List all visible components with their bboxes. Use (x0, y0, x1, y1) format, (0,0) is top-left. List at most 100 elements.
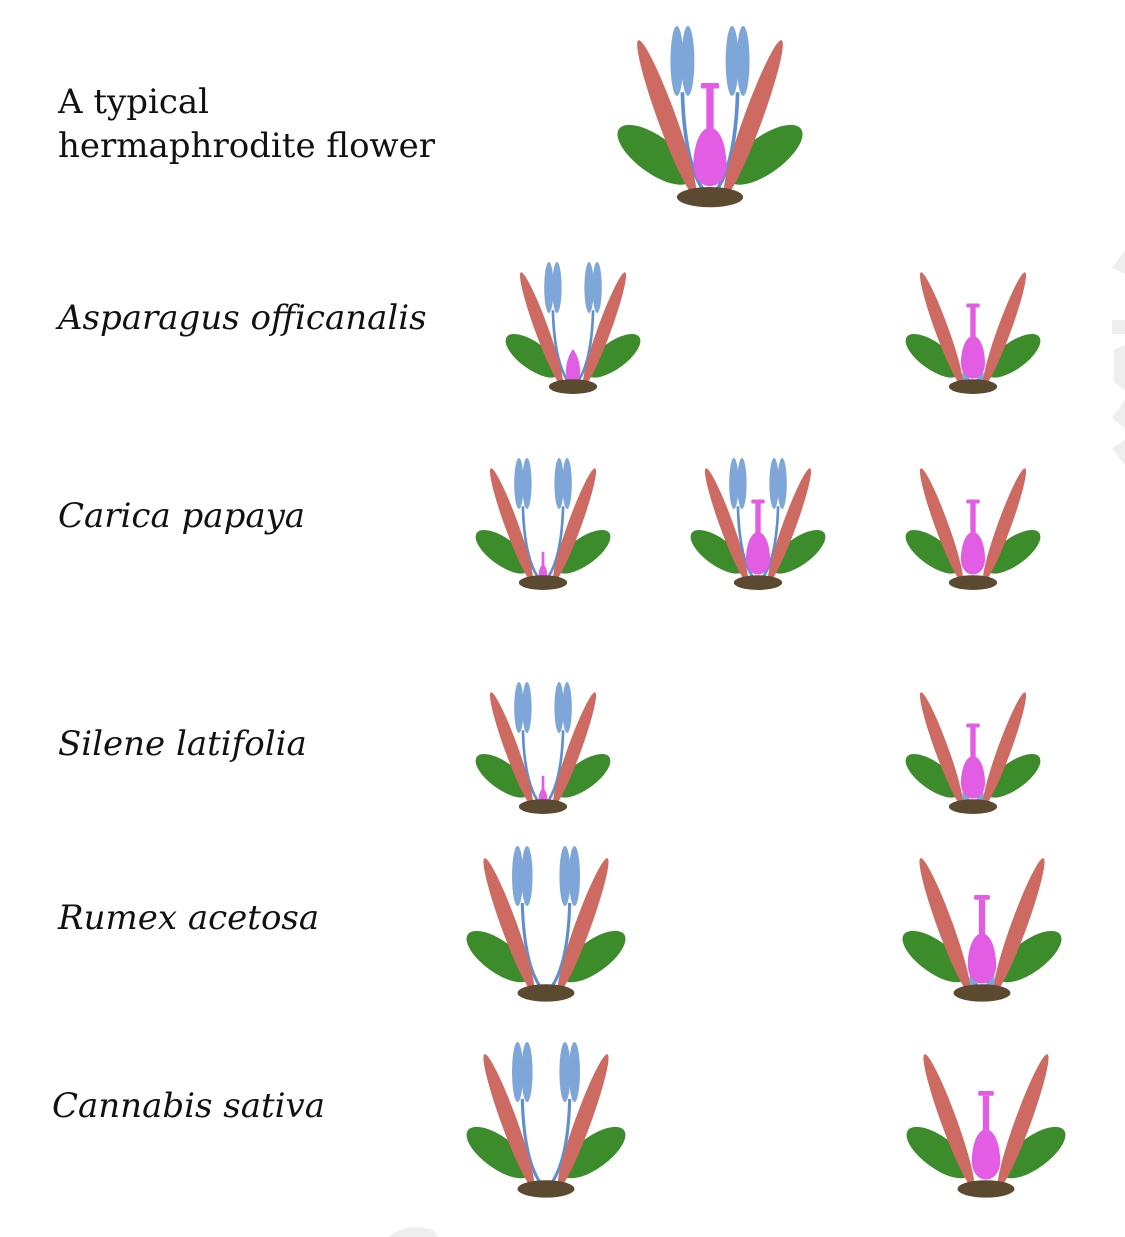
row-label-rumex: Rumex acetosa (58, 898, 320, 938)
row-label-hermaphrodite: A typical hermaphrodite flower (58, 80, 435, 168)
pistil-small (565, 349, 581, 384)
stamen-anther-left (729, 458, 739, 509)
stamen-filament-left (551, 310, 571, 384)
sepal-right (1001, 1126, 1066, 1179)
flower-asparagus-male (505, 262, 641, 394)
stamen-filament-right (714, 92, 740, 193)
sepal-right (771, 530, 826, 574)
row-label-silene: Silene latifolia (58, 724, 307, 764)
stamen-filament-left (520, 902, 543, 990)
flower-carica-male (475, 458, 611, 590)
sepal-left (902, 930, 967, 983)
sepal-right (997, 930, 1062, 983)
petal-left (489, 692, 534, 806)
flower-asparagus-female (905, 272, 1041, 394)
stamen-anther-left (681, 26, 695, 96)
stamen-anther-left (544, 262, 554, 313)
petal-right (557, 1054, 609, 1188)
petal-right (723, 40, 783, 196)
row-label-line-2: hermaphrodite flower (58, 126, 436, 166)
stamen-anther-right (777, 458, 787, 509)
flower-cannabis-male (466, 1042, 626, 1198)
stamen-filament-left (736, 506, 756, 580)
pistil (960, 727, 986, 799)
sepal-left (505, 334, 560, 378)
receptacle (518, 575, 568, 590)
pistil (960, 503, 986, 575)
sepal-left (475, 754, 530, 798)
stamen-anther-left (514, 682, 524, 733)
watermark-fragment-bottom (388, 1227, 438, 1237)
stamen-filament-left (521, 506, 541, 580)
stamen-anther-right (559, 1042, 571, 1103)
sepal-left (690, 530, 745, 574)
pistil (745, 503, 771, 575)
receptacle (518, 799, 568, 814)
stamen-filament-right (545, 506, 565, 580)
sepal-left (906, 1126, 971, 1179)
pistil (971, 1095, 1001, 1180)
pistil-rudimentary (538, 551, 548, 580)
stamen-anther-right (568, 1042, 580, 1103)
sepal-right (556, 754, 611, 798)
petal-right (997, 1054, 1049, 1188)
petal-right (982, 272, 1027, 386)
flower-silene-female (905, 692, 1041, 814)
receptacle (948, 575, 998, 590)
pistil (967, 899, 997, 984)
pistil (960, 307, 986, 379)
petal-left (637, 40, 697, 196)
stamen-filament-right (549, 902, 572, 990)
sepal-left (905, 530, 960, 574)
sepal-right (986, 530, 1041, 574)
row-label-cannabis: Cannabis sativa (52, 1086, 325, 1126)
stamen-anther-right (562, 682, 572, 733)
stamen-anther-right (584, 262, 594, 313)
petal-left (483, 858, 535, 992)
stamen-anther-left (521, 1042, 533, 1103)
stamen-filament-right (545, 730, 565, 804)
flower-silene-male (475, 682, 611, 814)
sepal-right (586, 334, 641, 378)
receptacle (948, 379, 998, 394)
stamen-anther-left (512, 846, 524, 907)
stamen-anther-right (592, 262, 602, 313)
flower-carica-hermaphrodite (690, 458, 826, 590)
sepal-left (475, 530, 530, 574)
petal-left (519, 272, 564, 386)
receptacle (517, 984, 575, 1002)
stamen-anther-right (736, 26, 750, 96)
sepal-left (905, 754, 960, 798)
pistil-stigma (966, 499, 980, 504)
petal-right (993, 858, 1045, 992)
petal-left (919, 858, 971, 992)
pistil-rudimentary (538, 775, 548, 804)
petal-left (483, 1054, 535, 1188)
petal-left (489, 468, 534, 582)
watermark-fragment (1112, 250, 1125, 465)
sepal-right (986, 754, 1041, 798)
stamen-anther-right (554, 682, 564, 733)
stamen-anther-left (737, 458, 747, 509)
petal-right (552, 468, 597, 582)
stamen-anther-right (559, 846, 571, 907)
sepal-left (905, 334, 960, 378)
row-label-line-1: A typical (58, 82, 210, 122)
stamen-anther-left (512, 1042, 524, 1103)
stamen-anther-left (521, 846, 533, 907)
stamen-filament-left (680, 92, 706, 193)
sepal-right (727, 124, 803, 185)
stamen-anther-left (522, 682, 532, 733)
row-label-carica: Carica papaya (58, 496, 306, 536)
petal-left (919, 692, 964, 806)
sepal-left (617, 124, 693, 185)
stamen-anther-right (554, 458, 564, 509)
flower-hermaphrodite-typical (617, 26, 803, 208)
petal-right (982, 468, 1027, 582)
stamen-anther-right (725, 26, 739, 96)
sepal-right (561, 1126, 626, 1179)
petal-left (919, 468, 964, 582)
pistil-stigma (966, 723, 980, 728)
receptacle (517, 1180, 575, 1198)
petal-right (767, 468, 812, 582)
